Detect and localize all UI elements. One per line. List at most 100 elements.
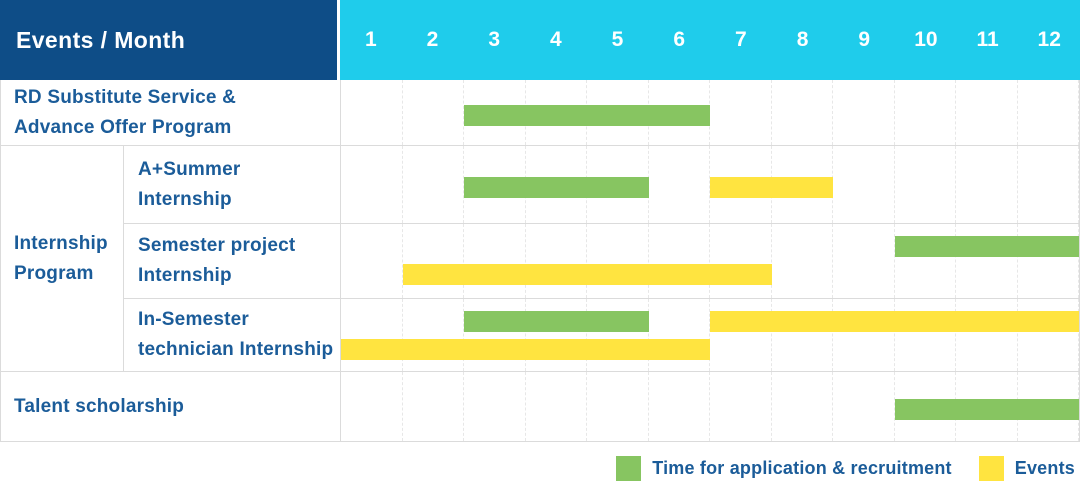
legend-swatch-green [616, 456, 642, 481]
gantt-track [341, 224, 1079, 298]
row-label: Semester project Internship [124, 224, 341, 298]
events-month-header-cell: Events / Month [0, 0, 337, 80]
row-label: A+Summer Internship [124, 146, 341, 223]
grid-cell [587, 299, 649, 371]
page-title: Events / Month [16, 26, 186, 53]
grid-cell [710, 372, 772, 441]
legend: Time for application & recruitment Events [0, 442, 1080, 494]
gantt-group: Internship Program A+Summer Internship Semes… [1, 145, 1079, 371]
grid-cell [772, 372, 833, 441]
grid-cell [710, 80, 772, 145]
gantt-bar-green [464, 311, 649, 332]
grid-cell [833, 224, 895, 298]
legend-label: Time for application & recruitment [652, 458, 952, 478]
row-label-line: Program [14, 262, 94, 284]
month-header-9: 9 [858, 28, 871, 51]
grid-cell [341, 372, 403, 441]
grid-cell [403, 224, 464, 298]
grid-cell [833, 299, 895, 371]
grid-cell [895, 224, 956, 298]
grid-cell [956, 80, 1018, 145]
row-label-line: A+Summer [138, 158, 241, 180]
legend-label: Events [1014, 458, 1075, 478]
grid-cell [649, 299, 710, 371]
grid-cell [403, 299, 464, 371]
grid-cell [772, 80, 833, 145]
group-label: Internship Program [1, 146, 124, 371]
grid-cell [341, 146, 403, 223]
gantt-row: RD Substitute Service & Advance Offer Pro… [1, 80, 1079, 145]
grid-cell [649, 372, 710, 441]
row-label-line: Internship [138, 188, 232, 210]
grid-cell [526, 224, 587, 298]
grid-cell [403, 80, 464, 145]
row-label-line: technician Internship [138, 339, 334, 360]
grid-cell [403, 146, 464, 223]
grid-cell [341, 299, 403, 371]
month-header-1: 1 [364, 28, 377, 51]
grid-cell [833, 146, 895, 223]
grid-cell [587, 224, 649, 298]
gantt-track [341, 80, 1079, 145]
grid-cell [895, 80, 956, 145]
gantt-body: RD Substitute Service & Advance Offer Pro… [0, 80, 1080, 442]
month-header-10: 10 [914, 28, 938, 51]
row-label-line: Semester project [138, 235, 296, 256]
grid-cell [649, 146, 710, 223]
grid-cell [464, 299, 526, 371]
grid-cell [895, 146, 956, 223]
month-header-4: 4 [550, 28, 562, 51]
grid-cell [526, 372, 587, 441]
month-header-8: 8 [796, 28, 809, 51]
legend-swatch-yellow [978, 456, 1004, 481]
row-label-line: Internship [138, 265, 232, 286]
row-label-line: Talent scholarship [14, 395, 185, 417]
row-label: Talent scholarship [1, 372, 341, 441]
grid-cell [464, 224, 526, 298]
month-header-11: 11 [976, 28, 999, 51]
grid-cell [403, 372, 464, 441]
row-label-line: Advance Offer Program [14, 116, 232, 138]
month-header-5: 5 [611, 28, 624, 51]
month-header-3: 3 [488, 28, 501, 51]
month-header-2: 2 [426, 28, 439, 51]
group-rows: A+Summer Internship Semester project Intern… [124, 146, 1079, 371]
row-label: RD Substitute Service & Advance Offer Pro… [1, 80, 341, 145]
grid-cell [956, 146, 1018, 223]
grid-cell [956, 299, 1018, 371]
grid-cell [710, 299, 772, 371]
grid-cell [1018, 299, 1079, 371]
gantt-track [341, 299, 1079, 371]
gantt-bar-green [464, 176, 649, 198]
gantt-bar-yellow [402, 264, 772, 285]
gantt-bar-yellow [710, 311, 1079, 332]
gantt-row: Talent scholarship [1, 371, 1079, 441]
gantt-bar-green [894, 398, 1079, 420]
month-header-7: 7 [735, 28, 747, 51]
grid-cell [772, 224, 833, 298]
grid-cell [710, 224, 772, 298]
gantt-bar-green [894, 236, 1079, 257]
grid-cell [895, 299, 956, 371]
legend-item-events: Events [978, 456, 1075, 481]
row-label: In-Semester technician Internship [124, 299, 341, 371]
grid-cell [956, 224, 1018, 298]
grid-cell [587, 372, 649, 441]
grid-cell [772, 299, 833, 371]
month-header-6: 6 [673, 28, 686, 51]
grid-cell [833, 80, 895, 145]
gantt-track [341, 146, 1079, 223]
grid-cell [1018, 146, 1079, 223]
row-label-line: In-Semester [138, 309, 249, 330]
gantt-row: In-Semester technician Internship [124, 298, 1079, 371]
grid-cell [1018, 224, 1079, 298]
gantt-bar-yellow [341, 339, 710, 360]
grid-cell [341, 80, 403, 145]
gantt-row: Semester project Internship [124, 223, 1079, 298]
row-label-line: Internship [14, 232, 108, 254]
table-header: Events / Month 1 2 3 4 5 6 7 8 9 10 11 12 [0, 0, 1080, 80]
month-header-12: 12 [1037, 28, 1061, 51]
month-axis: 1 2 3 4 5 6 7 8 9 10 11 12 [340, 0, 1080, 80]
gantt-track [341, 372, 1079, 441]
legend-item-application-recruitment: Time for application & recruitment [616, 456, 952, 481]
